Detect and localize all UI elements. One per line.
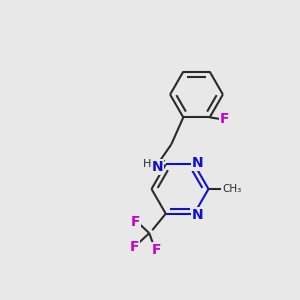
Text: N: N (192, 208, 204, 222)
Text: N: N (152, 160, 163, 174)
Text: F: F (152, 243, 161, 257)
Text: F: F (130, 240, 139, 254)
Text: N: N (192, 156, 204, 170)
Text: F: F (220, 112, 230, 126)
Text: CH₃: CH₃ (222, 184, 241, 194)
Text: F: F (131, 215, 140, 229)
Text: H: H (143, 160, 152, 170)
